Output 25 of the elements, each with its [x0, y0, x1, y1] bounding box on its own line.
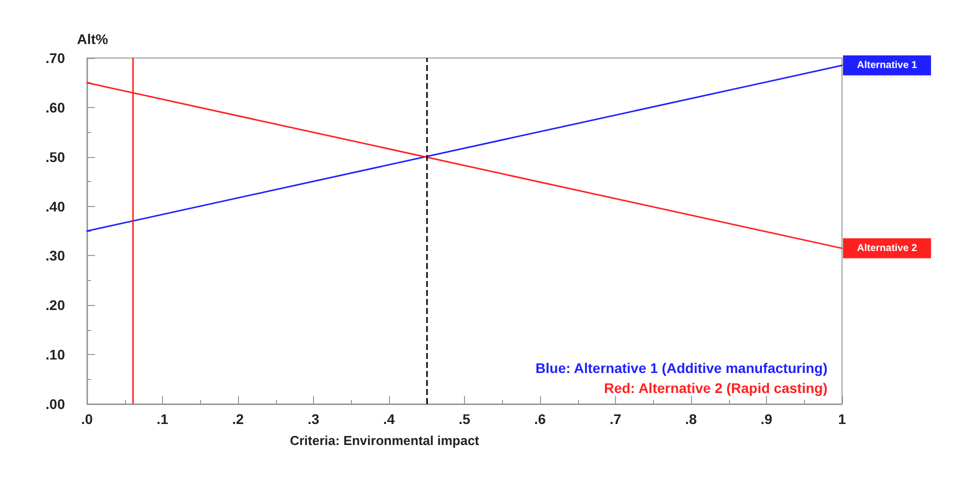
series-label: Alternative 2 — [857, 242, 918, 254]
annotation: Red: Alternative 2 (Rapid casting) — [604, 380, 828, 396]
x-tick-label: .7 — [610, 411, 622, 427]
annotation: Blue: Alternative 1 (Additive manufacturing) — [536, 360, 828, 376]
x-tick-label: .6 — [534, 411, 546, 427]
y-axis-title: Alt% — [77, 31, 109, 47]
x-tick-label: .0 — [81, 411, 94, 427]
x-tick-label: .9 — [760, 411, 773, 427]
x-tick-label: .5 — [458, 411, 471, 427]
y-tick-label: .70 — [46, 50, 66, 66]
x-tick-label: .4 — [383, 411, 396, 427]
y-tick-label: .10 — [46, 346, 66, 363]
y-tick-label: .00 — [46, 396, 66, 412]
y-tick-label: .40 — [46, 198, 66, 214]
x-axis-title: Criteria: Environmental impact — [290, 433, 480, 448]
x-tick-label: .8 — [685, 411, 698, 427]
x-tick-label: .1 — [156, 411, 169, 427]
x-tick-label: 1 — [838, 411, 846, 427]
series-label: Alternative 1 — [857, 60, 918, 71]
x-tick-label: .2 — [232, 411, 244, 427]
y-tick-label: .20 — [46, 297, 66, 314]
y-tick-label: .50 — [46, 148, 66, 165]
y-tick-label: .60 — [46, 99, 66, 116]
y-tick-label: .30 — [46, 248, 66, 264]
x-tick-label: .3 — [308, 411, 320, 427]
